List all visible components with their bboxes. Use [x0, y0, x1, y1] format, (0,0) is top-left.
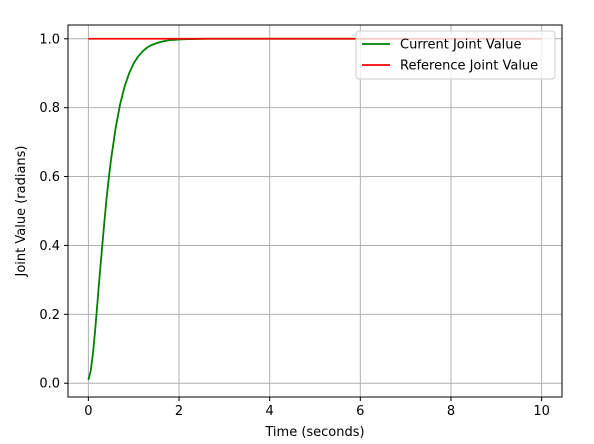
x-tick-label: 10	[533, 404, 550, 419]
x-axis-title: Time (seconds)	[264, 425, 364, 440]
x-tick-label: 4	[266, 404, 274, 419]
y-tick-label: 0.4	[39, 239, 60, 254]
x-tick-label: 0	[84, 404, 92, 419]
x-axis-ticks: 0 2 4 6 8 10	[84, 397, 550, 419]
legend-box	[355, 30, 556, 80]
grid	[68, 25, 562, 397]
x-tick-label: 6	[356, 404, 364, 419]
legend-label: Current Joint Value	[400, 38, 522, 53]
x-tick-label: 2	[175, 404, 183, 419]
x-tick-label: 8	[447, 404, 455, 419]
y-tick-label: 1.0	[39, 32, 60, 47]
y-tick-label: 0.6	[39, 170, 60, 185]
y-axis-title: Joint Value (radians)	[14, 146, 29, 278]
legend-label: Reference Joint Value	[400, 59, 538, 74]
legend: Current Joint Value Reference Joint Value	[355, 30, 556, 80]
y-axis-ticks: 0.0 0.2 0.4 0.6 0.8 1.0	[39, 32, 68, 392]
y-tick-label: 0.8	[39, 101, 60, 116]
y-tick-label: 0.2	[39, 308, 60, 323]
y-tick-label: 0.0	[39, 377, 60, 392]
plot-area-frame	[67, 24, 563, 398]
